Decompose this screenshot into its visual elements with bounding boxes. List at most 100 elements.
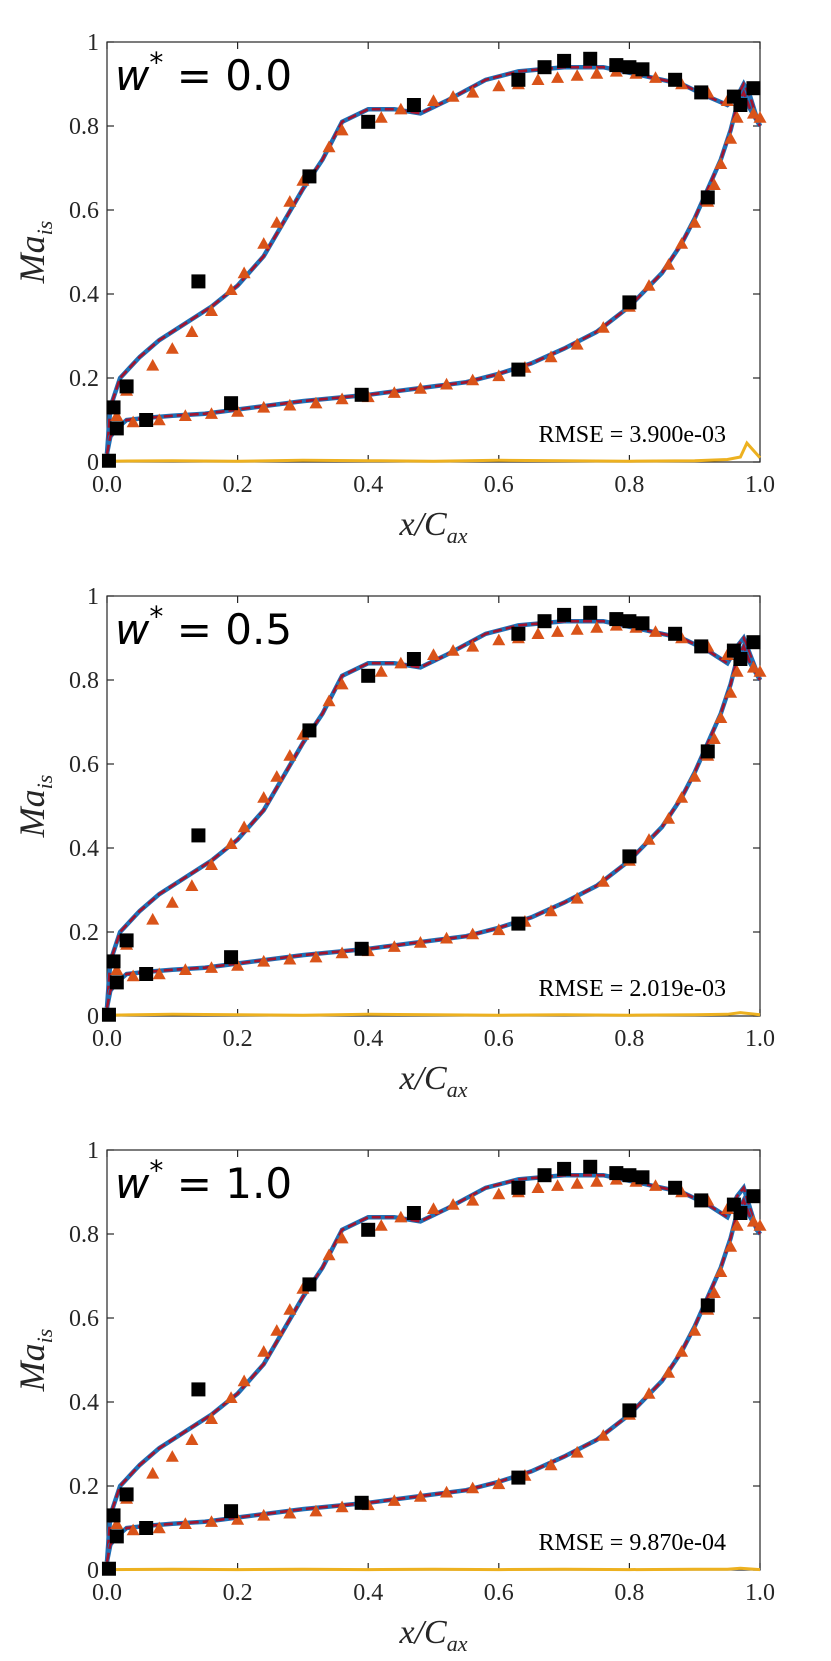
reference-triangle-point — [730, 665, 744, 677]
x-tick-label: 1.0 — [745, 472, 775, 498]
x-tick-label: 1.0 — [745, 1026, 775, 1052]
x-tick-label: 0.2 — [223, 1580, 253, 1606]
reference-triangle-point — [590, 67, 604, 79]
reference-triangle-point — [270, 1324, 284, 1336]
reference-triangle-point — [466, 1193, 480, 1206]
reference-triangle-point — [570, 337, 584, 350]
reference-triangle-point — [237, 266, 251, 279]
measured-square-point — [119, 379, 134, 394]
y-tick-label: 0.4 — [69, 282, 99, 308]
measured-square-point — [302, 169, 317, 184]
x-tick-label: 0.2 — [223, 1026, 253, 1052]
reference-triangle-point — [126, 415, 140, 428]
measured-square-point — [106, 1508, 121, 1523]
measured-square-point — [109, 421, 124, 436]
measured-square-point — [511, 626, 526, 641]
x-tick-label: 0.6 — [484, 472, 514, 498]
x-tick-label: 0.4 — [353, 1026, 383, 1052]
reference-triangle-point — [724, 686, 738, 698]
x-tick-label: 0.8 — [614, 1580, 644, 1606]
y-tick-label: 0.6 — [69, 752, 99, 778]
y-tick-label: 0.6 — [69, 1306, 99, 1332]
reference-triangle-point — [466, 1481, 480, 1494]
y-tick-label: 0.4 — [69, 836, 99, 862]
measured-square-point — [406, 652, 421, 666]
reference-triangle-point — [309, 950, 323, 963]
y-tick-label: 0.8 — [69, 668, 99, 694]
reference-triangle-point — [387, 940, 401, 952]
reference-triangle-point — [309, 396, 323, 409]
reference-triangle-point — [110, 409, 124, 421]
reference-triangle-point — [642, 279, 656, 291]
measured-square-point — [109, 1529, 124, 1544]
reference-triangle-point — [427, 94, 440, 106]
reference-triangle-point — [544, 1458, 558, 1471]
reference-triangle-point — [688, 1324, 702, 1336]
x-tick-label: 0.6 — [484, 1580, 514, 1606]
rmse-label: RMSE = 9.870e-04 — [538, 1530, 726, 1556]
measured-square-point — [746, 635, 761, 650]
reference-triangle-point — [753, 1219, 767, 1231]
reference-triangle-point — [642, 833, 656, 845]
reference-triangle-point — [322, 1248, 336, 1261]
reference-triangle-point — [688, 770, 702, 782]
measured-square-point — [537, 60, 552, 75]
reference-triangle-point — [110, 1517, 124, 1529]
measured-square-point — [694, 639, 709, 654]
reference-triangle-point — [753, 665, 767, 677]
reference-triangle-point — [165, 342, 179, 354]
reference-triangle-point — [492, 1187, 506, 1200]
measured-square-point — [733, 652, 748, 666]
measured-square-point — [511, 72, 526, 87]
measured-square-point — [224, 950, 239, 965]
reference-triangle-point — [257, 791, 271, 803]
reference-triangle-point — [283, 952, 297, 965]
measured-square-point — [609, 58, 624, 73]
reference-triangle-point — [413, 382, 427, 394]
reference-triangle-point — [707, 732, 721, 744]
measured-square-point — [106, 954, 121, 969]
reference-triangle-point — [427, 648, 440, 660]
measured-square-point — [139, 413, 154, 427]
reference-triangle-point — [446, 1198, 460, 1210]
reference-triangle-point — [387, 386, 401, 398]
plot-area — [106, 595, 761, 1017]
y-tick-label: 0 — [87, 1004, 99, 1030]
reference-triangle-point — [283, 1506, 297, 1519]
reference-triangle-point — [590, 621, 604, 633]
y-tick-label: 0 — [87, 450, 99, 476]
error-series-line — [106, 440, 762, 463]
x-tick-label: 0.0 — [92, 1580, 122, 1606]
reference-triangle-point — [544, 904, 558, 917]
reference-triangle-point — [675, 1345, 689, 1357]
series-layer — [101, 605, 767, 1022]
measured-square-point — [106, 400, 121, 415]
reference-triangle-point — [551, 71, 565, 83]
x-tick-label: 0.6 — [484, 1026, 514, 1052]
y-tick-label: 1 — [87, 1138, 99, 1164]
measured-square-point — [354, 1495, 369, 1510]
reference-triangle-point — [466, 927, 480, 940]
measured-square-point — [694, 85, 709, 100]
reference-triangle-point — [146, 1466, 160, 1479]
reference-triangle-point — [492, 633, 506, 646]
reference-triangle-point — [270, 216, 284, 228]
measured-square-point — [700, 1298, 715, 1313]
x-axis-label: x/Cax — [399, 1614, 468, 1656]
y-tick-label: 0.8 — [69, 114, 99, 140]
measured-square-point — [191, 1382, 206, 1397]
measured-square-point — [622, 614, 637, 629]
y-tick-label: 1 — [87, 30, 99, 56]
reference-triangle-point — [551, 625, 565, 637]
reference-triangle-point — [730, 1219, 744, 1231]
y-axis-label: Mais — [12, 775, 57, 839]
reference-triangle-point — [335, 677, 349, 690]
reference-triangle-point — [662, 258, 676, 270]
y-tick-label: 0.6 — [69, 198, 99, 224]
x-tick-label: 0.0 — [92, 472, 122, 498]
measured-square-point — [101, 453, 116, 468]
x-axis-label: x/Cax — [399, 1060, 468, 1102]
x-tick-label: 0.8 — [614, 1026, 644, 1052]
measured-square-point — [609, 1166, 624, 1181]
reference-triangle-point — [283, 398, 297, 411]
